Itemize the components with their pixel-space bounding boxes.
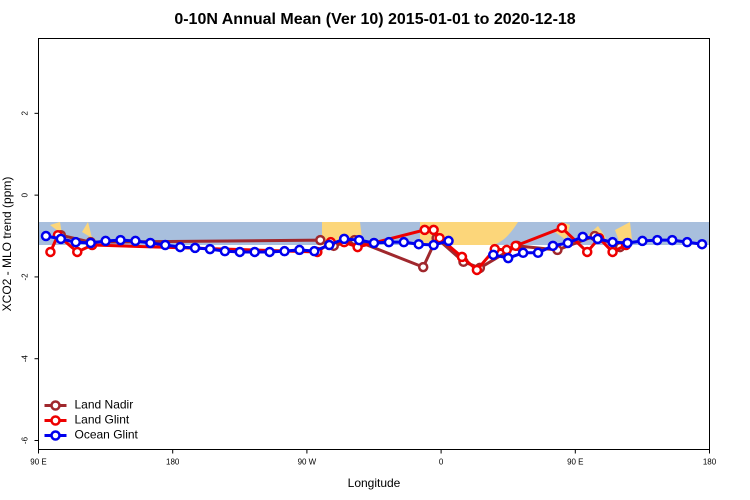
point bbox=[368, 237, 380, 249]
point bbox=[581, 246, 593, 258]
plot-frame bbox=[38, 38, 710, 450]
point bbox=[488, 249, 499, 261]
point bbox=[592, 233, 603, 245]
x-axis-label: Longitude bbox=[348, 476, 401, 490]
point bbox=[159, 239, 171, 251]
point bbox=[622, 237, 633, 249]
x-tick-label: 180 bbox=[703, 458, 717, 467]
point bbox=[428, 239, 439, 251]
legend-label: Land Glint bbox=[75, 413, 130, 427]
point bbox=[398, 236, 410, 248]
y-tick-label: -6 bbox=[21, 436, 30, 444]
x-tick-label: 90 W bbox=[298, 458, 317, 467]
point bbox=[100, 235, 111, 247]
point bbox=[338, 233, 350, 245]
point bbox=[532, 247, 544, 259]
point bbox=[189, 242, 201, 254]
series-line bbox=[45, 234, 449, 254]
ticks: 90 E 180 90 W 0 90 E 180 -6 -4 -2 0 2 bbox=[21, 111, 717, 467]
point bbox=[502, 252, 514, 264]
y-axis-label: XCO2 - MLO trend (ppm) bbox=[0, 177, 14, 312]
point bbox=[55, 233, 67, 245]
point bbox=[681, 236, 693, 248]
point bbox=[174, 241, 186, 253]
point bbox=[517, 247, 529, 259]
point bbox=[419, 224, 430, 236]
point bbox=[294, 244, 305, 256]
point bbox=[40, 230, 52, 242]
point bbox=[577, 231, 589, 243]
point bbox=[471, 264, 483, 276]
point bbox=[204, 243, 216, 255]
point bbox=[279, 245, 290, 257]
legend-marker bbox=[50, 400, 61, 411]
point bbox=[264, 246, 275, 258]
point bbox=[85, 237, 96, 249]
ocean-band bbox=[39, 222, 709, 245]
point bbox=[353, 234, 365, 246]
point bbox=[115, 234, 126, 246]
point bbox=[637, 235, 648, 247]
point bbox=[413, 238, 424, 250]
point bbox=[556, 222, 568, 234]
point bbox=[428, 224, 439, 236]
y-tick-label: 2 bbox=[21, 111, 30, 116]
point bbox=[72, 246, 83, 258]
point bbox=[652, 234, 663, 246]
legend-label: Ocean Glint bbox=[75, 428, 139, 442]
point bbox=[501, 244, 512, 256]
legend-label: Land Nadir bbox=[75, 398, 134, 412]
y-tick-label: 0 bbox=[21, 192, 30, 197]
legend-marker bbox=[50, 430, 61, 441]
point bbox=[130, 235, 141, 247]
point bbox=[607, 236, 618, 248]
point bbox=[315, 234, 326, 246]
point bbox=[383, 236, 395, 248]
legend-marker bbox=[50, 415, 61, 426]
point bbox=[70, 236, 82, 248]
point bbox=[696, 238, 708, 250]
point bbox=[145, 237, 156, 249]
point bbox=[607, 246, 618, 258]
point bbox=[324, 239, 335, 251]
point bbox=[562, 237, 574, 249]
x-tick-label: 0 bbox=[439, 458, 444, 467]
marks bbox=[40, 222, 708, 276]
y-tick-label: -2 bbox=[21, 273, 30, 281]
point bbox=[456, 251, 468, 263]
point bbox=[417, 261, 429, 273]
point bbox=[45, 246, 56, 258]
x-tick-label: 90 E bbox=[30, 458, 46, 467]
y-tick-label: -4 bbox=[21, 355, 30, 363]
point bbox=[443, 235, 454, 247]
point bbox=[219, 245, 231, 257]
point bbox=[309, 245, 320, 257]
point bbox=[510, 240, 521, 252]
x-tick-label: 90 E bbox=[567, 458, 583, 467]
chart-title: 0-10N Annual Mean (Ver 10) 2015-01-01 to… bbox=[174, 11, 575, 28]
point bbox=[666, 234, 678, 246]
point bbox=[249, 246, 260, 258]
point bbox=[234, 246, 246, 258]
point bbox=[547, 240, 559, 252]
x-tick-label: 180 bbox=[166, 458, 180, 467]
